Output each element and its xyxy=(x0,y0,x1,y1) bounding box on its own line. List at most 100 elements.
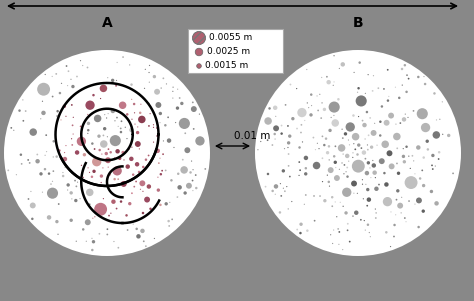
Circle shape xyxy=(191,160,192,162)
Circle shape xyxy=(167,138,171,143)
Circle shape xyxy=(439,119,440,120)
Circle shape xyxy=(149,207,152,210)
Circle shape xyxy=(168,225,170,227)
Circle shape xyxy=(273,106,277,110)
Circle shape xyxy=(357,193,358,194)
Circle shape xyxy=(29,128,37,136)
Circle shape xyxy=(287,125,289,127)
Circle shape xyxy=(287,125,289,127)
Circle shape xyxy=(131,147,133,148)
Circle shape xyxy=(137,115,146,124)
Circle shape xyxy=(369,167,371,169)
Circle shape xyxy=(333,229,334,231)
Circle shape xyxy=(36,154,38,156)
Circle shape xyxy=(55,73,57,75)
Circle shape xyxy=(406,74,408,76)
Circle shape xyxy=(120,120,122,122)
Circle shape xyxy=(333,160,337,164)
Circle shape xyxy=(112,166,122,176)
Circle shape xyxy=(374,177,376,178)
Circle shape xyxy=(433,131,440,139)
Circle shape xyxy=(353,193,355,194)
Circle shape xyxy=(149,82,150,83)
Circle shape xyxy=(149,113,151,114)
Circle shape xyxy=(57,234,59,235)
Circle shape xyxy=(177,88,178,90)
Circle shape xyxy=(429,190,433,194)
Circle shape xyxy=(82,228,84,231)
Circle shape xyxy=(425,139,429,143)
Circle shape xyxy=(402,160,406,163)
Circle shape xyxy=(172,91,173,92)
Circle shape xyxy=(315,149,316,150)
Circle shape xyxy=(79,176,82,178)
Circle shape xyxy=(145,245,147,247)
Circle shape xyxy=(105,157,111,163)
Circle shape xyxy=(71,198,73,200)
Circle shape xyxy=(86,117,87,119)
Circle shape xyxy=(159,158,161,159)
Circle shape xyxy=(107,136,108,137)
Circle shape xyxy=(100,140,108,148)
Circle shape xyxy=(91,240,95,244)
Circle shape xyxy=(404,175,419,190)
Circle shape xyxy=(52,140,55,143)
Circle shape xyxy=(390,246,391,247)
Circle shape xyxy=(307,102,308,104)
Circle shape xyxy=(100,98,101,99)
Circle shape xyxy=(405,221,407,222)
Circle shape xyxy=(160,173,162,175)
Circle shape xyxy=(339,202,341,203)
Circle shape xyxy=(140,104,142,105)
Circle shape xyxy=(328,159,330,160)
Circle shape xyxy=(377,87,379,89)
Circle shape xyxy=(130,83,133,86)
Circle shape xyxy=(153,127,154,128)
Circle shape xyxy=(107,77,109,78)
Circle shape xyxy=(172,91,173,92)
Circle shape xyxy=(171,218,173,220)
Circle shape xyxy=(40,118,41,119)
Circle shape xyxy=(118,157,121,160)
Circle shape xyxy=(71,104,73,106)
Circle shape xyxy=(348,139,349,141)
Circle shape xyxy=(379,120,382,123)
Circle shape xyxy=(328,101,340,113)
Circle shape xyxy=(272,144,273,146)
Circle shape xyxy=(414,173,416,175)
Circle shape xyxy=(395,123,397,125)
Circle shape xyxy=(393,224,396,226)
Circle shape xyxy=(305,167,307,169)
Circle shape xyxy=(128,149,130,150)
Circle shape xyxy=(67,85,68,86)
Circle shape xyxy=(328,101,340,113)
Circle shape xyxy=(178,117,191,130)
Circle shape xyxy=(365,138,366,140)
Circle shape xyxy=(37,83,50,96)
Circle shape xyxy=(142,191,144,192)
Circle shape xyxy=(386,150,392,156)
Circle shape xyxy=(419,177,421,180)
Circle shape xyxy=(287,147,289,148)
Circle shape xyxy=(421,169,423,171)
Circle shape xyxy=(400,122,401,124)
Circle shape xyxy=(405,221,407,222)
Circle shape xyxy=(279,211,282,214)
Circle shape xyxy=(304,120,305,121)
Circle shape xyxy=(351,181,357,187)
Circle shape xyxy=(402,155,405,158)
Circle shape xyxy=(164,202,168,206)
Circle shape xyxy=(311,105,312,106)
Circle shape xyxy=(58,149,61,152)
Circle shape xyxy=(71,198,73,200)
Circle shape xyxy=(356,153,359,156)
Circle shape xyxy=(397,171,401,175)
Circle shape xyxy=(162,153,164,155)
Circle shape xyxy=(321,102,323,104)
Circle shape xyxy=(416,145,420,150)
Circle shape xyxy=(268,107,271,110)
Circle shape xyxy=(367,144,368,146)
Circle shape xyxy=(159,203,162,206)
Circle shape xyxy=(330,234,331,235)
Circle shape xyxy=(58,203,60,205)
